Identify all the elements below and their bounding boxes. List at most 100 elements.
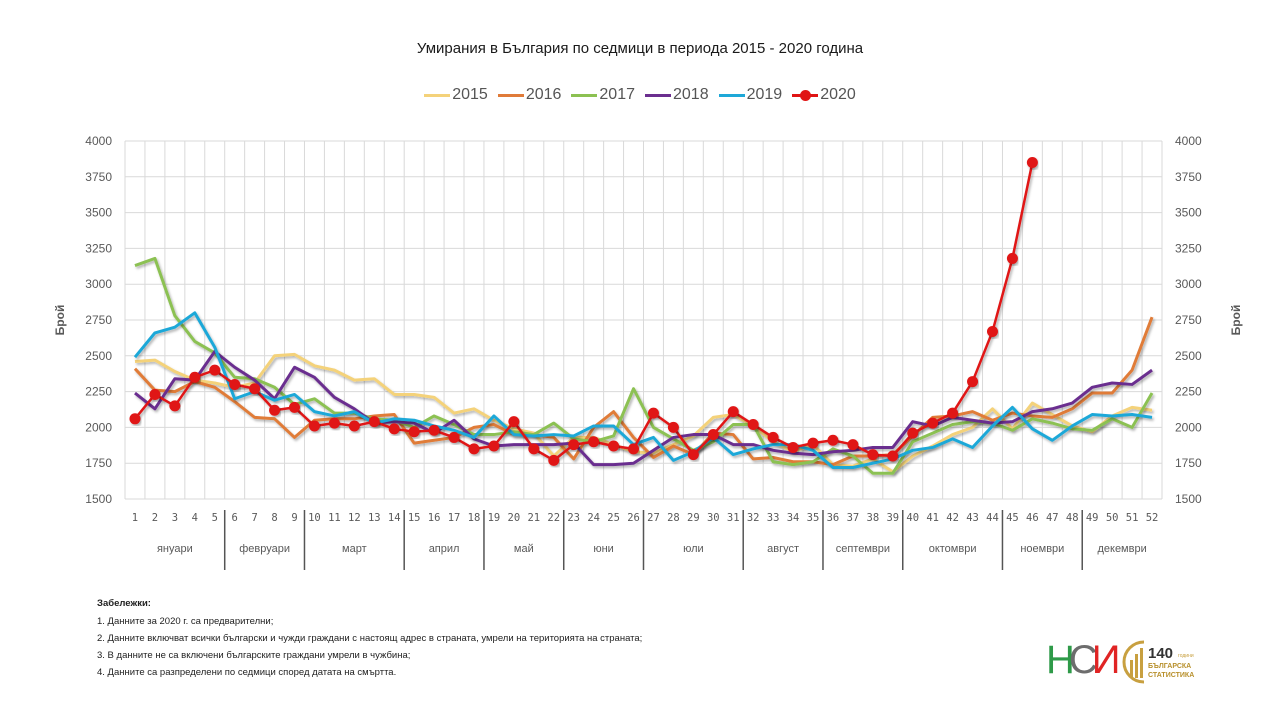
- x-tick-label: 45: [1006, 512, 1019, 524]
- data-point-2020: [967, 376, 979, 388]
- data-point-2020: [428, 424, 440, 436]
- anniversary-number: 140: [1148, 645, 1173, 662]
- data-point-2020: [269, 404, 281, 416]
- y-tick-label-right: 3750: [1175, 170, 1202, 184]
- nsi-logo: НСИ: [1046, 636, 1120, 684]
- month-label: април: [429, 543, 460, 555]
- month-label: ноември: [1020, 543, 1064, 555]
- x-tick-label: 5: [212, 512, 218, 524]
- x-tick-label: 23: [567, 512, 580, 524]
- x-tick-label: 40: [906, 512, 919, 524]
- legend-swatch: [497, 93, 524, 97]
- legend-label: 2016: [525, 86, 562, 103]
- x-tick-label: 14: [388, 512, 401, 524]
- x-tick-label: 50: [1106, 512, 1119, 524]
- month-label: януари: [157, 543, 193, 555]
- x-tick-label: 10: [308, 512, 321, 524]
- x-tick-label: 28: [667, 512, 680, 524]
- legend-marker: [800, 89, 812, 101]
- note-item: 1. Данните за 2020 г. са предварителни;: [97, 616, 274, 627]
- data-point-2020: [129, 413, 141, 425]
- series-line-2018: [134, 350, 1153, 467]
- legend-item-2016: 2016: [497, 86, 562, 104]
- nsi-logo-letter: Н: [1046, 638, 1075, 682]
- x-tick-label: 26: [627, 512, 640, 524]
- data-point-2020: [827, 434, 839, 446]
- data-point-2020: [887, 450, 899, 462]
- x-tick-label: 42: [946, 512, 959, 524]
- y-tick-label-right: 4000: [1175, 134, 1202, 148]
- y-tick-label-right: 2500: [1175, 349, 1202, 363]
- data-point-2020: [687, 449, 699, 461]
- month-label: октомври: [929, 543, 977, 555]
- x-tick-label: 15: [408, 512, 421, 524]
- x-tick-label: 17: [448, 512, 461, 524]
- data-point-2020: [328, 417, 340, 429]
- x-tick-label: 38: [867, 512, 880, 524]
- data-point-2020: [209, 364, 221, 376]
- y-tick-label-right: 2000: [1175, 420, 1202, 434]
- note-item: 4. Данните са разпределени по седмици сп…: [97, 667, 397, 678]
- y-tick-label-left: 2500: [85, 349, 112, 363]
- month-label: март: [342, 543, 367, 555]
- data-point-2020: [488, 440, 500, 452]
- legend-label: 2018: [673, 86, 709, 103]
- data-point-2020: [867, 449, 879, 461]
- x-tick-label: 35: [807, 512, 820, 524]
- y-tick-label-right: 3250: [1175, 241, 1202, 255]
- series-line-2016: [133, 316, 1154, 467]
- y-tick-label-left: 2750: [85, 313, 112, 327]
- x-tick-label: 25: [607, 512, 620, 524]
- notes-title: Забележки:: [97, 598, 151, 609]
- data-point-2020: [947, 407, 959, 419]
- legend-swatch: [424, 93, 451, 97]
- data-point-2020: [727, 406, 739, 418]
- data-point-2020: [807, 437, 819, 449]
- x-tick-label: 47: [1046, 512, 1059, 524]
- y-tick-label-left: 3500: [85, 206, 112, 220]
- x-tick-label: 43: [966, 512, 979, 524]
- chart-legend: 2015 2016 2017 2018 2019 2020: [0, 86, 1280, 104]
- nsi-logo-letter: И: [1091, 638, 1121, 682]
- x-tick-label: 11: [328, 512, 341, 524]
- y-tick-label-left: 2000: [85, 420, 112, 434]
- data-point-2020: [249, 383, 261, 395]
- x-tick-label: 41: [926, 512, 939, 524]
- data-point-2020: [767, 431, 779, 443]
- series-line-2015: [134, 352, 1153, 474]
- y-tick-label-right: 3500: [1175, 206, 1202, 220]
- data-point-2020: [847, 439, 859, 451]
- legend-item-2017: 2017: [571, 86, 635, 104]
- legend-swatch: [571, 93, 598, 97]
- data-point-2020: [508, 416, 520, 428]
- data-point-2020: [628, 443, 640, 455]
- month-label: юли: [683, 543, 704, 555]
- legend-swatch: [718, 93, 745, 97]
- data-point-2020: [169, 400, 181, 412]
- data-point-2020: [289, 401, 301, 413]
- x-tick-label: 30: [707, 512, 720, 524]
- month-label: май: [514, 543, 534, 555]
- legend-item-2015: 2015: [424, 86, 488, 104]
- note-item: 2. Данните включват всички български и ч…: [97, 633, 643, 644]
- y-tick-label-right: 1500: [1175, 492, 1202, 506]
- legend-label: 2017: [599, 86, 635, 103]
- data-point-2020: [189, 371, 201, 383]
- x-tick-label: 27: [647, 512, 660, 524]
- x-tick-label: 20: [508, 512, 521, 524]
- data-point-2020: [986, 325, 998, 337]
- data-point-2020: [448, 431, 460, 443]
- data-point-2020: [388, 423, 400, 435]
- data-point-2020: [588, 436, 600, 448]
- legend-swatch: [645, 93, 671, 97]
- anniversary-line2: СТАТИСТИКА: [1148, 672, 1194, 679]
- x-tick-label: 39: [886, 512, 899, 524]
- x-tick-label: 7: [251, 512, 257, 524]
- note-item: 3. В данните не са включени българските …: [97, 650, 411, 661]
- data-point-2020: [229, 378, 241, 390]
- x-tick-label: 48: [1066, 512, 1079, 524]
- y-tick-label-left: 3250: [85, 241, 112, 255]
- x-tick-label: 22: [547, 512, 560, 524]
- data-point-2020: [787, 441, 799, 453]
- y-tick-label-left: 3000: [85, 277, 112, 291]
